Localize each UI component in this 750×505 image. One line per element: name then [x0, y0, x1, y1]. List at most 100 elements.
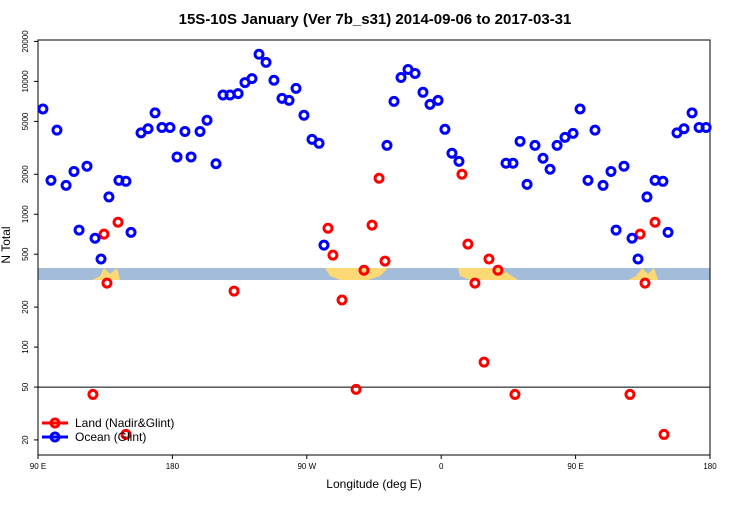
data-point	[492, 264, 504, 276]
data-point	[624, 388, 636, 400]
data-point	[37, 103, 49, 115]
data-point	[373, 172, 385, 184]
land-area	[628, 268, 658, 280]
data-point	[318, 239, 330, 251]
data-point	[507, 157, 519, 169]
plot-frame	[37, 39, 711, 456]
data-point	[120, 428, 132, 440]
x-axis-label: Longitude (deg E)	[326, 477, 421, 491]
data-point	[98, 228, 110, 240]
data-point	[298, 109, 310, 121]
data-point	[290, 82, 302, 94]
y-tick-label: 20	[21, 435, 30, 444]
data-point	[164, 121, 176, 133]
data-point	[379, 255, 391, 267]
data-point	[232, 88, 244, 100]
data-point	[101, 277, 113, 289]
data-point	[253, 48, 265, 60]
data-point	[551, 139, 563, 151]
y-tick-label: 50	[21, 382, 30, 391]
data-point	[149, 107, 161, 119]
data-point	[120, 175, 132, 187]
data-point	[509, 388, 521, 400]
data-point	[103, 191, 115, 203]
data-point	[45, 174, 57, 186]
data-point	[478, 356, 490, 368]
x-tick-label: 180	[166, 462, 180, 471]
data-point	[446, 147, 458, 159]
data-point	[87, 388, 99, 400]
y-axis-label: N Total	[0, 226, 13, 263]
data-point	[327, 249, 339, 261]
data-point	[589, 124, 601, 136]
data-point	[395, 72, 407, 84]
data-point	[574, 103, 586, 115]
data-point	[185, 151, 197, 163]
data-point	[179, 125, 191, 137]
data-point	[634, 228, 646, 240]
data-point	[73, 224, 85, 236]
y-tick-label: 20000	[21, 30, 30, 53]
data-point	[626, 232, 638, 244]
data-point	[228, 285, 240, 297]
data-point	[514, 135, 526, 147]
data-point	[313, 137, 325, 149]
legend-label: Land (Nadir&Glint)	[75, 416, 174, 430]
data-point	[89, 232, 101, 244]
data-point	[201, 114, 213, 126]
data-point	[483, 253, 495, 265]
data-point	[597, 179, 609, 191]
data-point	[171, 151, 183, 163]
data-point	[544, 163, 556, 175]
data-point	[409, 67, 421, 79]
data-point	[68, 165, 80, 177]
data-point	[686, 107, 698, 119]
data-point	[142, 123, 154, 135]
y-tick-label: 100	[21, 340, 30, 354]
data-point	[456, 168, 468, 180]
data-point	[125, 226, 137, 238]
data-point	[453, 155, 465, 167]
land-area	[92, 268, 120, 280]
chart-title: 15S-10S January (Ver 7b_s31) 2014-09-06 …	[179, 11, 572, 28]
x-tick-label: 180	[703, 462, 717, 471]
data-point	[582, 174, 594, 186]
data-point	[700, 121, 712, 133]
data-point	[246, 73, 258, 85]
legend-marker	[49, 417, 61, 429]
data-point	[112, 216, 124, 228]
data-point	[381, 139, 393, 151]
x-tick-label: 90 W	[297, 462, 316, 471]
x-tick-label: 90 E	[30, 462, 46, 471]
data-point	[610, 224, 622, 236]
data-point	[559, 131, 571, 143]
x-tick-label: 90 E	[567, 462, 583, 471]
data-point	[283, 94, 295, 106]
data-point	[649, 216, 661, 228]
land-mask	[38, 268, 710, 280]
y-tick-label: 1000	[21, 205, 30, 223]
legend-label: Ocean (Glint)	[75, 430, 146, 444]
data-point	[462, 238, 474, 250]
y-tick-label: 5000	[21, 112, 30, 130]
data-point	[632, 253, 644, 265]
data-point	[529, 139, 541, 151]
data-point	[678, 123, 690, 135]
data-point	[60, 179, 72, 191]
data-point	[521, 178, 533, 190]
data-point	[358, 264, 370, 276]
data-point	[662, 226, 674, 238]
data-point	[439, 123, 451, 135]
data-point	[322, 222, 334, 234]
data-point	[639, 277, 651, 289]
data-point	[658, 428, 670, 440]
data-point	[417, 86, 429, 98]
data-point	[537, 152, 549, 164]
data-point	[432, 94, 444, 106]
data-point	[336, 294, 348, 306]
data-point	[51, 124, 63, 136]
data-point	[605, 165, 617, 177]
land-area	[325, 268, 388, 280]
data-point	[388, 95, 400, 107]
